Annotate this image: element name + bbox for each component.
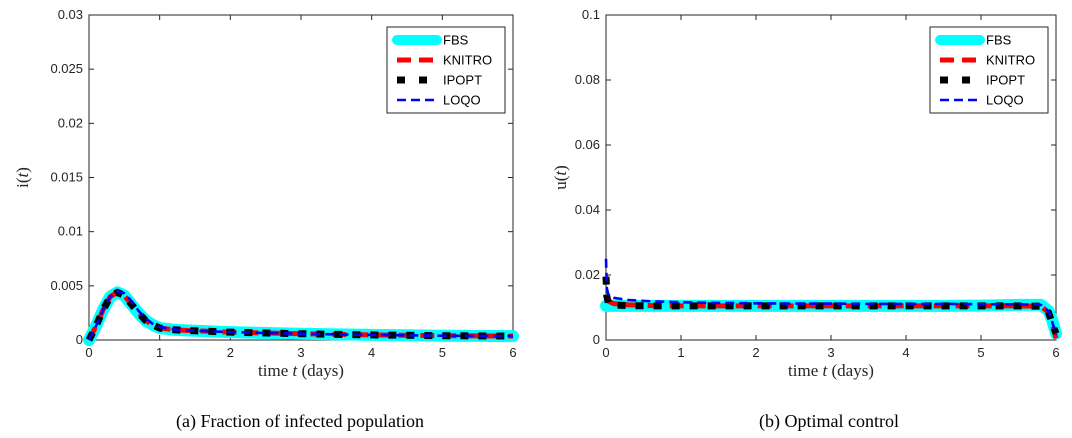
x-tick-label: 1 bbox=[156, 345, 163, 360]
y-tick-label: 0.025 bbox=[50, 61, 83, 76]
y-tick-label: 0.04 bbox=[575, 202, 600, 217]
subfigure-caption: (a) Fraction of infected population bbox=[176, 411, 424, 432]
y-tick-label: 0.005 bbox=[50, 278, 83, 293]
x-axis-label-var: t bbox=[293, 361, 299, 380]
legend-label-knitro: KNITRO bbox=[443, 53, 492, 68]
y-tick-label: 0 bbox=[76, 332, 83, 347]
x-tick-label: 2 bbox=[227, 345, 234, 360]
series-line-knitro bbox=[603, 296, 1059, 340]
y-tick-label: 0.02 bbox=[575, 267, 600, 282]
x-tick-label: 0 bbox=[85, 345, 92, 360]
x-tick-label: 3 bbox=[297, 345, 304, 360]
x-tick-label: 6 bbox=[1052, 345, 1059, 360]
x-axis-label-prefix: time bbox=[258, 361, 292, 380]
chart-panel-1: 0 1 2 3 4 5 6 0 0.005 0.01 0.015 0.02 0.025 0.03 time … bbox=[13, 7, 519, 432]
y-axis-label: i(t) bbox=[13, 167, 32, 188]
x-tick-label: 2 bbox=[752, 345, 759, 360]
legend-label-ipopt: IPOPT bbox=[986, 73, 1025, 88]
y-axis-label-var: t bbox=[551, 170, 570, 176]
subfigure-caption: (b) Optimal control bbox=[759, 411, 899, 432]
legend: FBS KNITRO IPOPT LOQO bbox=[386, 26, 506, 114]
x-tick-label: 4 bbox=[902, 345, 909, 360]
x-tick-label: 0 bbox=[602, 345, 609, 360]
y-tick-label: 0 bbox=[593, 332, 600, 347]
legend-label-knitro: KNITRO bbox=[986, 53, 1035, 68]
legend-box bbox=[386, 26, 506, 114]
series-line-ipopt bbox=[602, 276, 1060, 335]
legend-label-loqo: LOQO bbox=[443, 93, 481, 108]
x-tick-label: 6 bbox=[509, 345, 516, 360]
y-axis-label-fn: u( bbox=[551, 175, 570, 190]
series-group bbox=[600, 258, 1062, 340]
x-tick-label: 3 bbox=[827, 345, 834, 360]
x-axis-label: time t (days) bbox=[258, 361, 344, 380]
x-axis-label-prefix: time bbox=[788, 361, 822, 380]
x-tick-label: 5 bbox=[439, 345, 446, 360]
x-axis-label-suffix: (days) bbox=[827, 361, 874, 380]
y-tick-label: 0.01 bbox=[58, 224, 83, 239]
y-axis-label-close: ) bbox=[13, 167, 32, 173]
y-axis-label-var: t bbox=[13, 172, 32, 178]
legend: FBS KNITRO IPOPT LOQO bbox=[929, 26, 1049, 114]
y-tick-label: 0.02 bbox=[58, 115, 83, 130]
y-tick-label: 0.03 bbox=[58, 7, 83, 22]
x-axis-label: time t (days) bbox=[788, 361, 874, 380]
x-tick-label: 1 bbox=[677, 345, 684, 360]
legend-label-fbs: FBS bbox=[443, 33, 469, 48]
legend-label-ipopt: IPOPT bbox=[443, 73, 482, 88]
x-axis-label-var: t bbox=[823, 361, 829, 380]
x-tick-label: 5 bbox=[977, 345, 984, 360]
y-axis-label-close: ) bbox=[551, 165, 570, 171]
x-axis-label-suffix: (days) bbox=[297, 361, 344, 380]
legend-label-loqo: LOQO bbox=[986, 93, 1024, 108]
series-line-loqo bbox=[604, 258, 1058, 336]
y-tick-label: 0.1 bbox=[582, 7, 600, 22]
y-axis-label-fn: i( bbox=[13, 177, 32, 188]
legend-label-fbs: FBS bbox=[986, 33, 1012, 48]
x-tick-label: 4 bbox=[368, 345, 375, 360]
chart-panel-2: 0 1 2 3 4 5 6 0 0.02 0.04 0.06 0.08 0.1 time t (days)… bbox=[551, 7, 1062, 432]
series-line-ipopt bbox=[85, 288, 514, 342]
y-tick-label: 0.06 bbox=[575, 137, 600, 152]
y-axis-label: u(t) bbox=[551, 165, 570, 190]
y-tick-label: 0.08 bbox=[575, 72, 600, 87]
series-group bbox=[83, 286, 519, 346]
y-tick-label: 0.015 bbox=[50, 170, 83, 185]
